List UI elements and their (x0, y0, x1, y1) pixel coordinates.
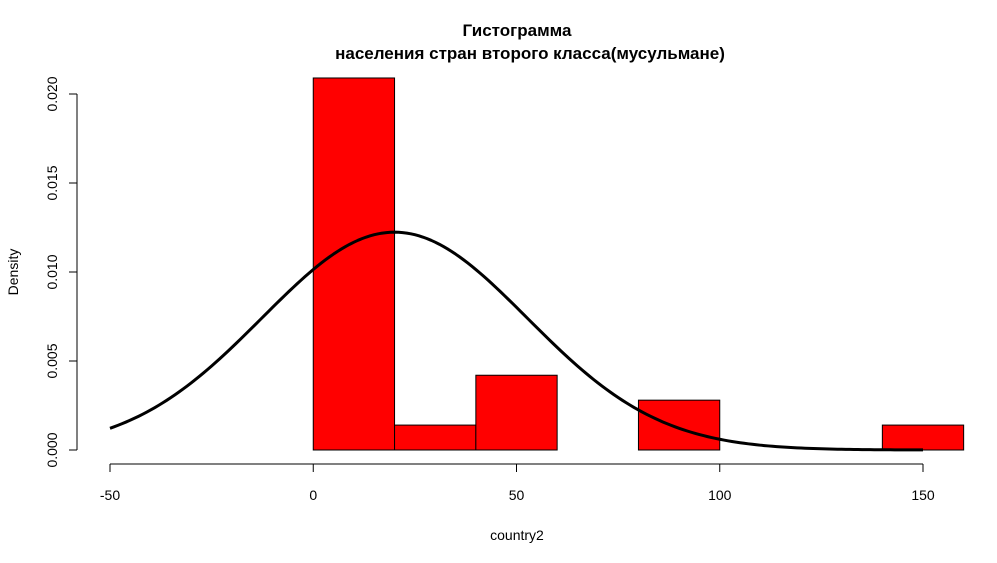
x-tick-label: 150 (911, 487, 935, 503)
chart-subtitle: населения стран второго класса(мусульман… (335, 44, 725, 63)
density-curve-layer (109, 230, 924, 452)
histogram-bar-7 (881, 424, 965, 451)
y-tick-label: 0.000 (44, 432, 60, 467)
chart-title: Гистограмма (463, 21, 572, 40)
histogram-bar-0 (312, 77, 396, 451)
x-tick-label: 100 (708, 487, 732, 503)
y-tick-label: 0.005 (44, 343, 60, 378)
histogram-bars (312, 77, 965, 451)
y-axis-label: Density (5, 249, 21, 296)
y-tick-label: 0.020 (44, 76, 60, 111)
x-axis: -50 0 50 100 150 (100, 463, 935, 503)
x-tick-label: -50 (100, 487, 120, 503)
histogram-bar-1 (394, 424, 477, 451)
x-axis-label: country2 (490, 527, 544, 543)
x-tick-label: 0 (309, 487, 317, 503)
y-tick-label: 0.010 (44, 254, 60, 289)
y-axis: 0.000 0.005 0.010 0.015 0.020 (44, 76, 78, 468)
histogram-bar-2 (475, 374, 558, 451)
density-curve (109, 230, 924, 452)
y-tick-label: 0.015 (44, 165, 60, 200)
histogram-bar-4 (637, 399, 721, 451)
x-tick-label: 50 (509, 487, 525, 503)
